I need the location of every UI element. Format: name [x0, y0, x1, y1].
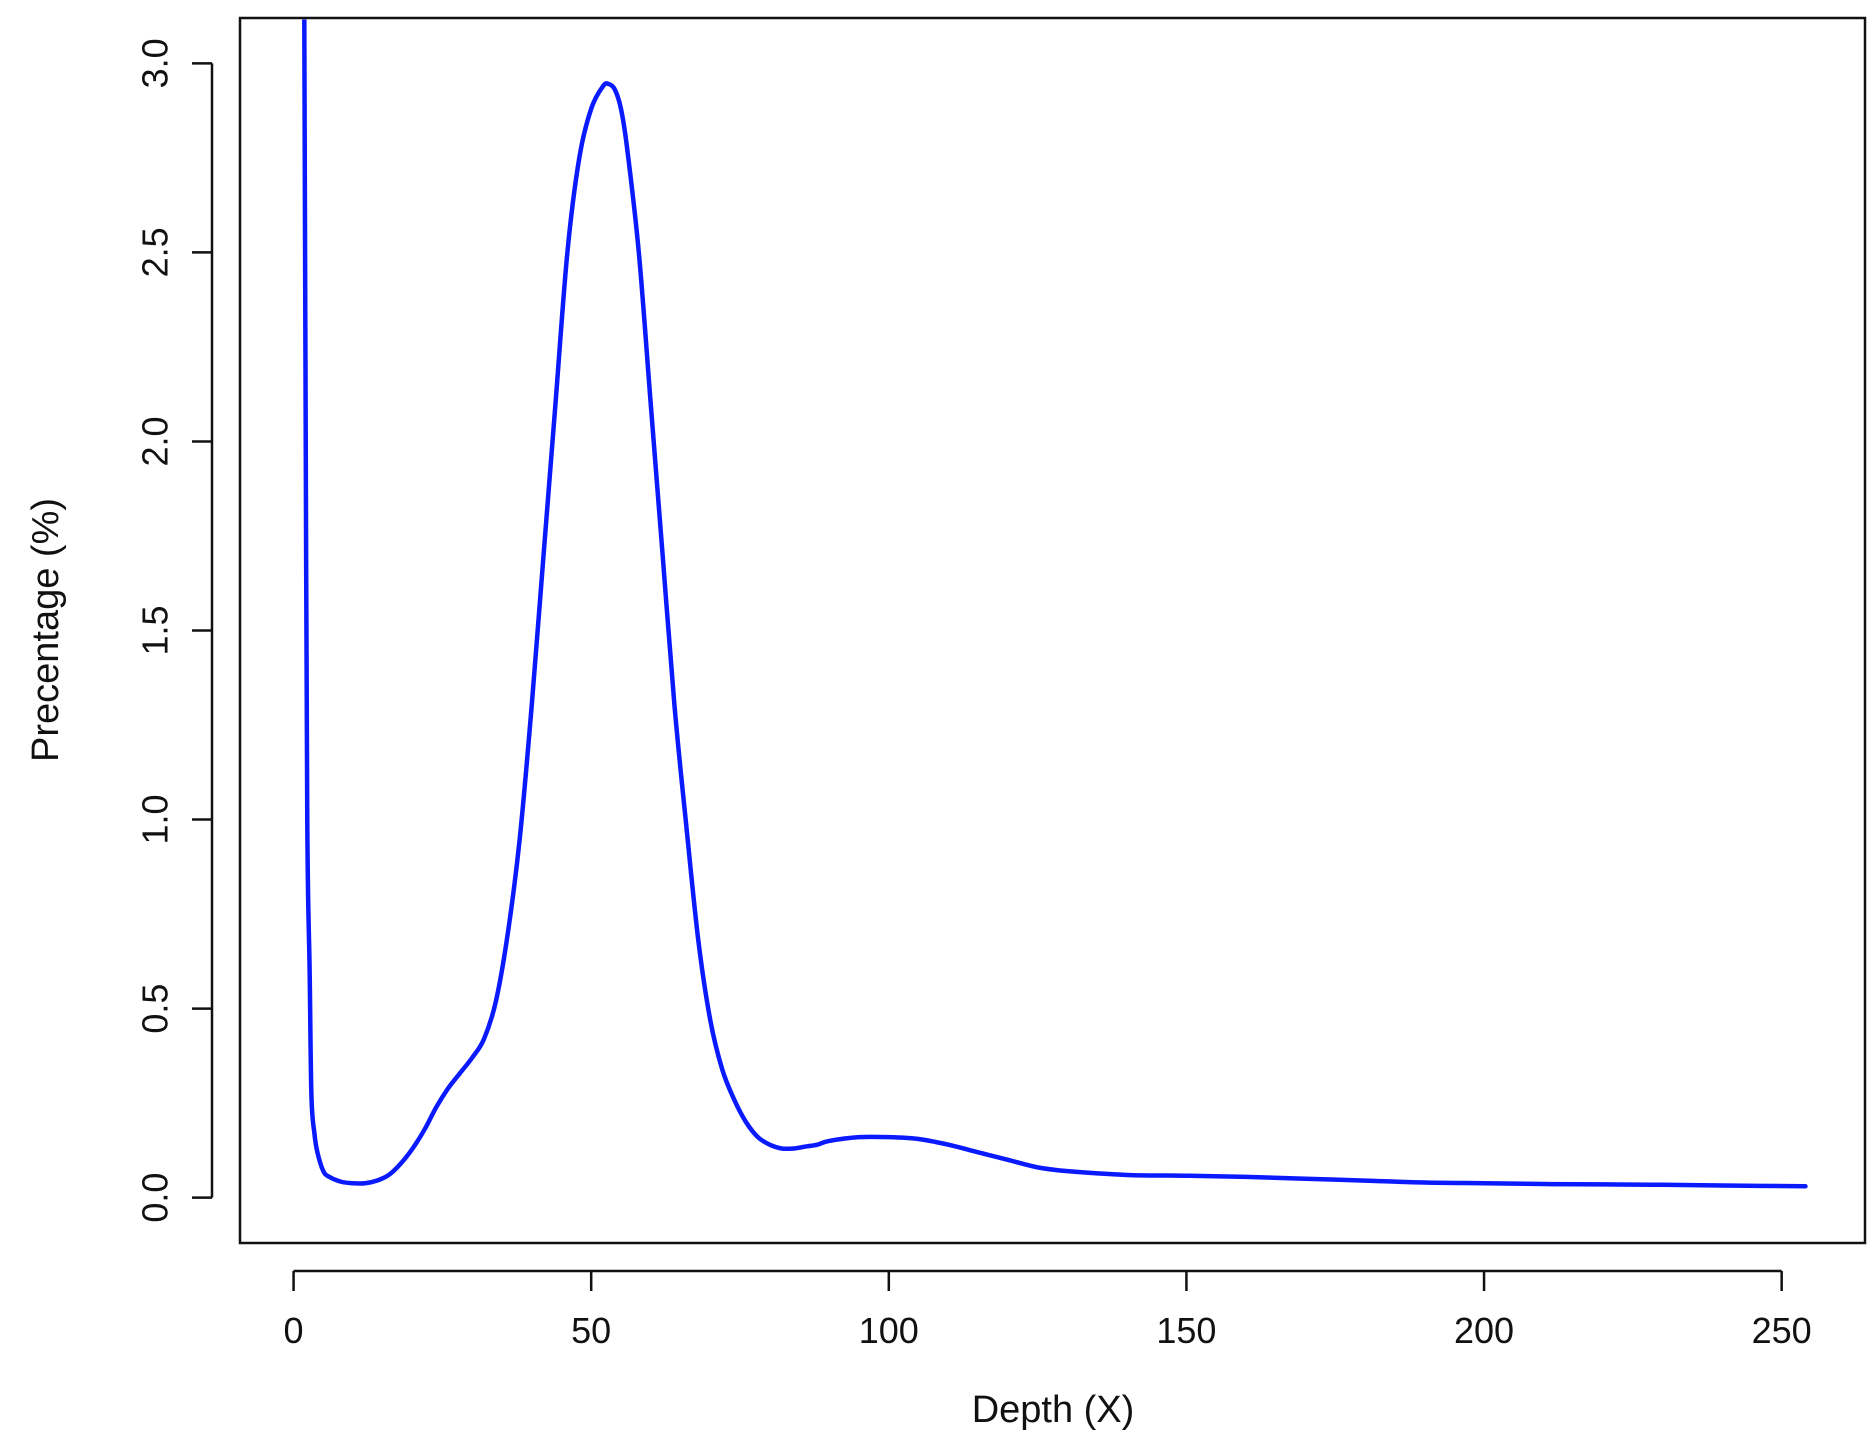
x-tick-label: 150 [1156, 1310, 1216, 1351]
series-layer [302, 19, 1808, 1189]
plot-frame [238, 16, 1867, 1245]
y-axis: 0.0 0.5 1.0 1.5 2.0 2.5 3.0 [135, 38, 214, 1223]
y-tick-label: 0.0 [135, 1173, 176, 1223]
y-tick-label: 0.5 [135, 984, 176, 1034]
x-tick-label: 50 [571, 1310, 611, 1351]
x-axis-title: Depth (X) [972, 1389, 1135, 1431]
y-tick-label: 2.5 [135, 227, 176, 277]
x-tick-label: 200 [1454, 1310, 1514, 1351]
x-tick-label: 250 [1752, 1310, 1812, 1351]
y-tick-label: 2.0 [135, 416, 176, 466]
y-tick-label: 3.0 [135, 38, 176, 88]
x-tick-label: 100 [859, 1310, 919, 1351]
y-axis-title: Precentage (%) [25, 498, 67, 762]
y-tick-label: 1.0 [135, 795, 176, 845]
y-tick-label: 1.5 [135, 605, 176, 655]
x-axis: 0 50 100 150 200 250 [284, 1269, 1812, 1351]
depth-series-line [302, 19, 1808, 1189]
x-tick-label: 0 [284, 1310, 304, 1351]
